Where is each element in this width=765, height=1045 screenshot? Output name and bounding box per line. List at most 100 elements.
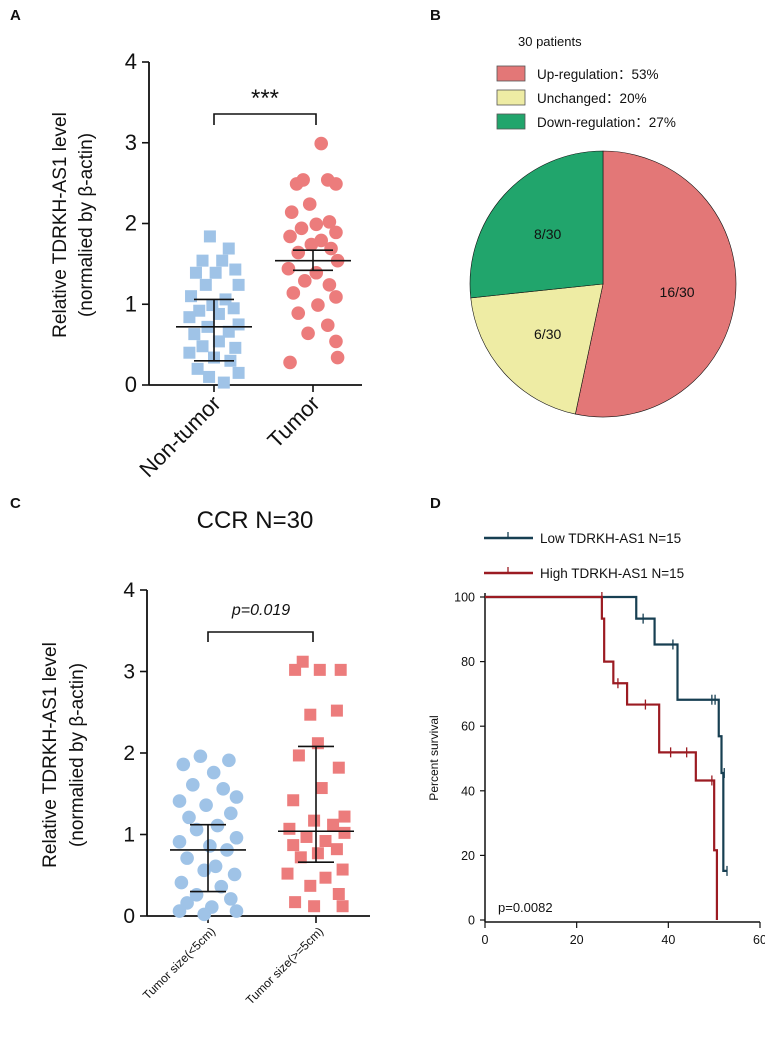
data-point	[227, 867, 242, 882]
x-category-label: Tumor size(<5cm)	[140, 924, 218, 1002]
y-tick-label: 40	[461, 784, 475, 798]
pie-slice	[574, 150, 737, 418]
y-tick-label: 3	[123, 661, 135, 684]
data-point	[232, 278, 245, 291]
data-point	[196, 340, 209, 353]
data-point	[210, 818, 225, 833]
x-category-label: Tumor	[262, 391, 324, 453]
data-point	[199, 798, 213, 812]
data-point	[172, 794, 187, 808]
panel-b-pie: 30 patients Up-regulation：53% Unchanged：2…	[469, 34, 737, 418]
data-point	[332, 887, 345, 900]
data-point	[183, 346, 196, 359]
data-point	[283, 822, 296, 835]
data-point	[287, 839, 300, 852]
x-category-label: Non-tumor	[134, 391, 225, 482]
data-point	[287, 794, 300, 807]
panel-c-significance: p=0.019	[231, 602, 290, 619]
data-point	[315, 782, 328, 795]
panel-c-xlabels: Tumor size(<5cm) Tumor size(>=5cm)	[140, 924, 326, 1007]
data-point	[281, 261, 296, 276]
legend-swatch	[496, 113, 526, 130]
pie-slice-label: 16/30	[660, 284, 695, 300]
data-point	[332, 761, 345, 774]
data-point	[319, 835, 332, 848]
panel-a-ylabel-line2: (normalied by β-actin)	[76, 133, 97, 317]
data-point	[298, 274, 312, 288]
data-point	[311, 737, 324, 750]
panel-label-a: A	[10, 7, 21, 24]
y-tick-label: 0	[125, 372, 137, 397]
data-point	[292, 749, 305, 762]
data-point	[289, 896, 302, 909]
data-point	[182, 810, 196, 825]
data-point	[304, 237, 319, 252]
panel-d-ylabel: Percent survival	[427, 715, 441, 800]
legend-swatch	[496, 89, 526, 106]
panel-label-c: C	[10, 495, 21, 512]
data-point	[224, 806, 238, 821]
data-point	[338, 826, 351, 839]
data-point	[329, 334, 343, 349]
panel-a-xlabels: Non-tumor Tumor	[134, 391, 324, 482]
data-point	[206, 765, 221, 780]
data-point	[216, 782, 230, 796]
panel-a-significance-bracket	[213, 113, 317, 125]
panel-a-errorbars	[176, 249, 351, 362]
data-point	[199, 278, 212, 291]
data-point	[336, 900, 349, 913]
legend-label: Down-regulation：27%	[537, 115, 676, 130]
x-tick-label: 20	[570, 933, 584, 947]
data-point	[229, 263, 242, 276]
data-point	[291, 306, 306, 320]
panel-a-scatter: Relative TDRKH-AS1 level (normalied by β…	[50, 49, 362, 482]
data-point	[313, 663, 326, 676]
data-point	[186, 777, 200, 792]
legend-label: High TDRKH-AS1 N=15	[540, 566, 684, 581]
panel-d-legend: Low TDRKH-AS1 N=15 High TDRKH-AS1 N=15	[484, 531, 684, 581]
data-point	[283, 229, 297, 244]
y-tick-label: 1	[123, 824, 135, 847]
data-point	[283, 355, 297, 370]
data-point	[330, 704, 343, 717]
data-point	[311, 298, 325, 312]
data-point	[320, 318, 335, 333]
y-tick-label: 1	[125, 291, 137, 316]
y-tick-label: 80	[461, 655, 475, 669]
data-point	[229, 830, 244, 845]
data-point	[324, 241, 338, 256]
data-point	[302, 197, 317, 211]
data-point	[330, 843, 343, 856]
data-point	[174, 875, 189, 890]
data-point	[291, 245, 306, 260]
data-point	[193, 304, 206, 317]
panel-a-axes: 0 1 2 3 4	[125, 49, 362, 397]
data-point	[289, 177, 304, 191]
panel-c-scatter: CCR N=30 Relative TDRKH-AS1 level (norma…	[40, 507, 370, 1007]
data-point	[309, 217, 324, 232]
data-point	[338, 810, 351, 823]
y-tick-label: 2	[123, 742, 135, 765]
data-point	[294, 221, 309, 236]
data-point	[188, 328, 201, 341]
panel-label-d: D	[430, 495, 441, 512]
panel-a-significance: ***	[251, 85, 279, 112]
x-tick-label: 40	[661, 933, 675, 947]
panel-b-slices: 16/30 6/30 8/30	[469, 150, 737, 418]
data-point	[197, 907, 211, 922]
data-point	[191, 362, 204, 375]
data-point	[197, 863, 211, 878]
panel-label-b: B	[430, 7, 441, 24]
data-point	[217, 376, 230, 389]
data-point	[301, 326, 315, 341]
data-point	[222, 325, 235, 338]
panel-d-survival: Low TDRKH-AS1 N=15 High TDRKH-AS1 N=15 Pe…	[427, 531, 765, 947]
panel-b-legend: Up-regulation：53% Unchanged：20% Down-regul…	[496, 65, 676, 130]
x-category-label: Tumor size(>=5cm)	[243, 924, 326, 1007]
panel-c-errorbars	[170, 745, 354, 893]
data-point	[329, 225, 343, 240]
data-point	[304, 879, 317, 892]
data-point	[229, 790, 244, 804]
data-point	[311, 847, 324, 860]
panel-c-ylabel-line1: Relative TDRKH-AS1 level	[40, 642, 61, 868]
